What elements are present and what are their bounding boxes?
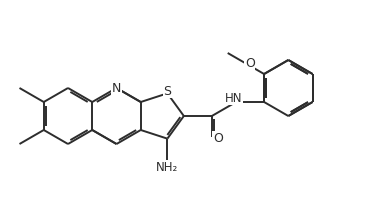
Text: S: S (163, 85, 171, 98)
Text: NH₂: NH₂ (156, 161, 178, 174)
Text: HN: HN (225, 91, 243, 105)
Text: O: O (213, 131, 223, 144)
Text: N: N (112, 82, 121, 95)
Text: O: O (245, 57, 255, 70)
